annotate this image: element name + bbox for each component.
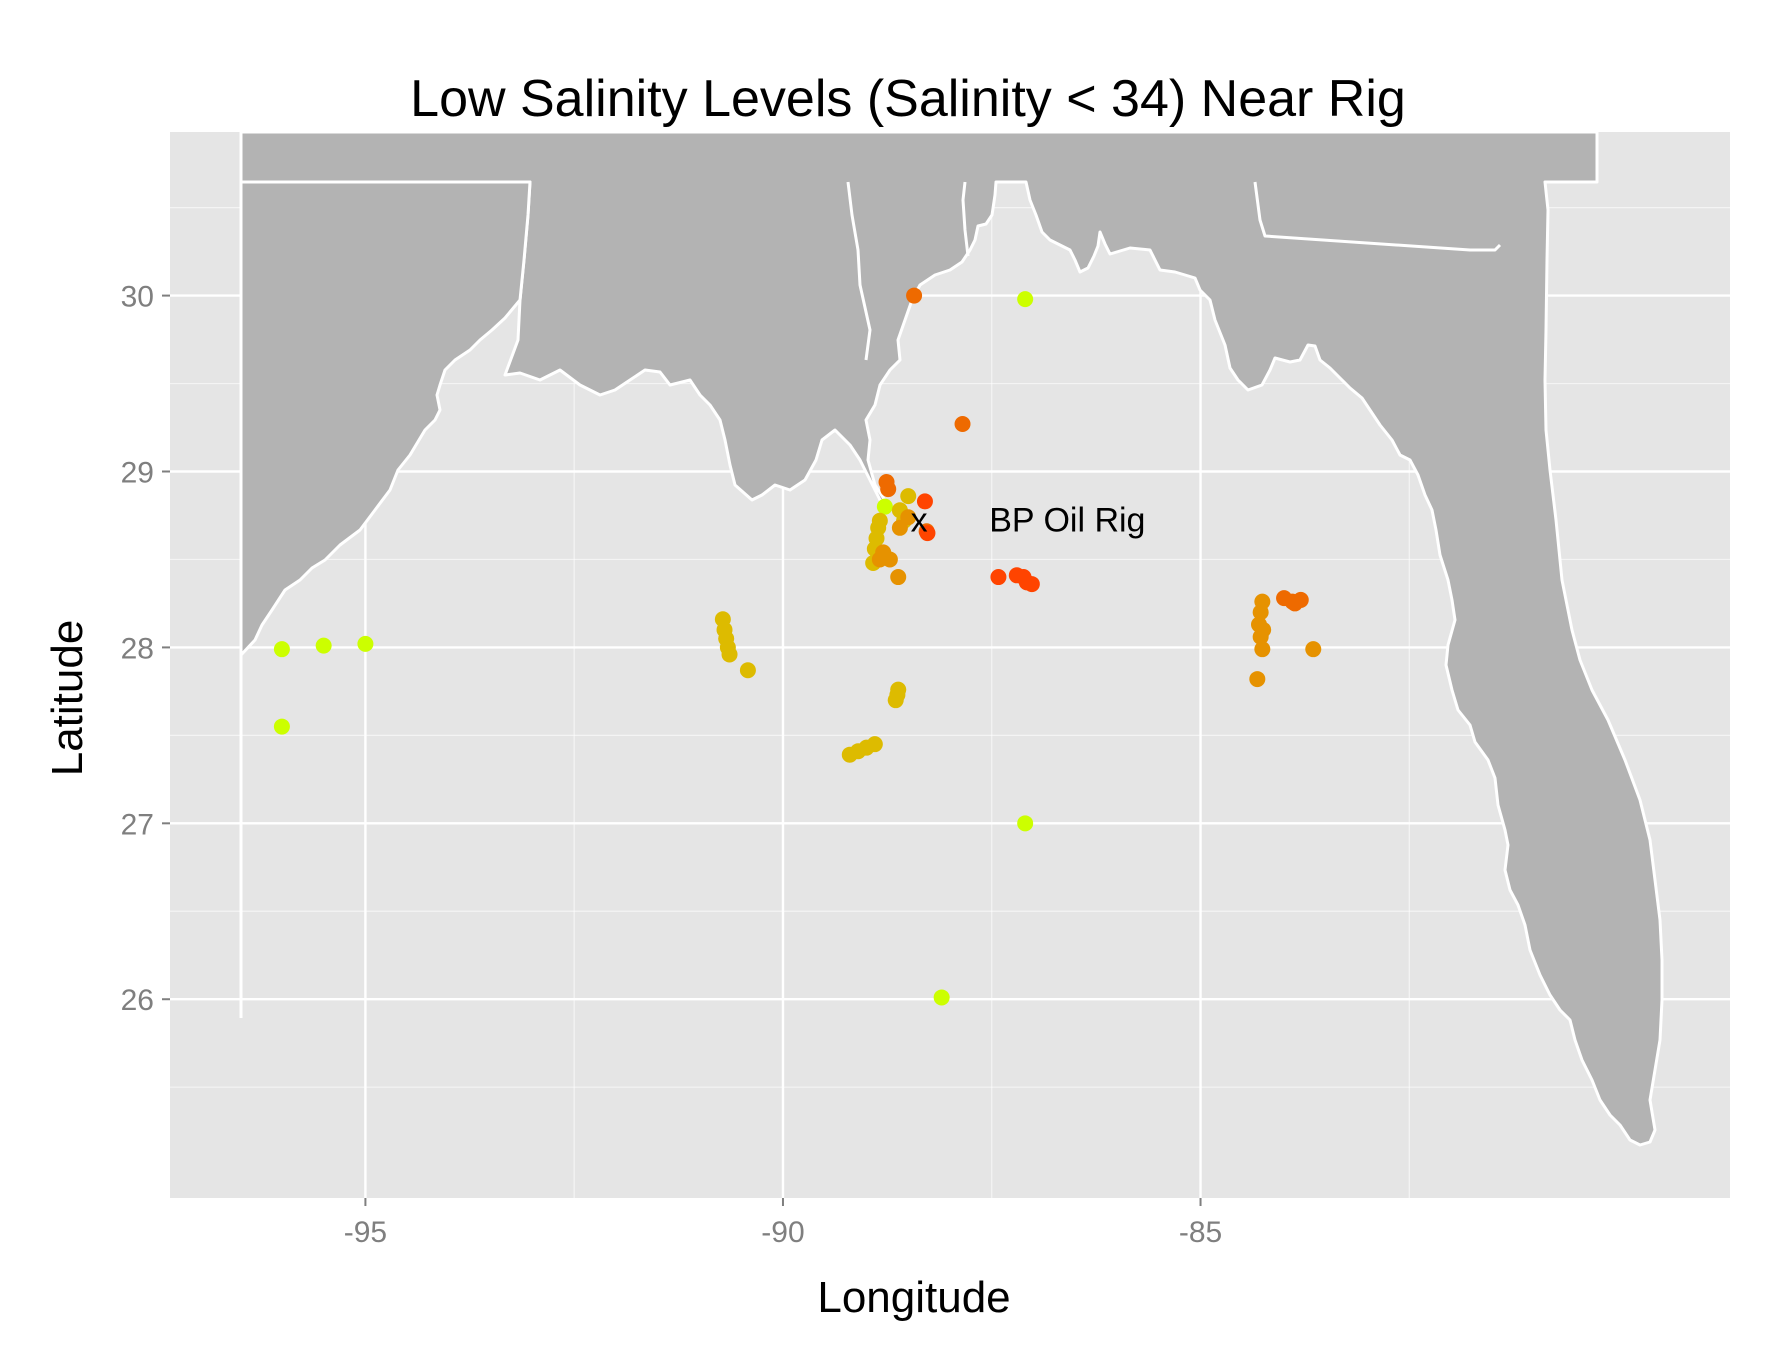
rig-label: BP Oil Rig — [989, 501, 1145, 539]
data-point — [357, 635, 374, 652]
data-points — [273, 287, 1322, 1006]
data-point — [1249, 671, 1266, 688]
x-axis: -95 -90 -85 — [344, 1198, 1222, 1249]
state-border-ms-al — [961, 181, 970, 257]
data-point — [1255, 621, 1272, 638]
land-masses — [239, 130, 1664, 1147]
y-tick-label: 27 — [121, 808, 154, 841]
data-point — [273, 718, 290, 735]
data-point — [880, 481, 897, 498]
data-point — [315, 637, 332, 654]
x-tick-label: -90 — [761, 1216, 804, 1249]
data-point — [1017, 291, 1034, 308]
state-border-la-ms — [846, 181, 872, 361]
x-axis-title: Longitude — [817, 1273, 1010, 1322]
data-point — [916, 493, 933, 510]
data-point — [1254, 593, 1271, 610]
data-point — [919, 525, 936, 542]
data-point — [906, 287, 923, 304]
data-point — [739, 662, 756, 679]
land-texas-south — [239, 180, 532, 657]
data-point — [871, 512, 888, 529]
y-tick-label: 30 — [121, 281, 154, 314]
data-point — [1305, 641, 1322, 658]
data-point — [1254, 641, 1271, 658]
state-border-al-fl — [1253, 181, 1502, 252]
data-point — [866, 736, 883, 753]
data-point — [933, 989, 950, 1006]
data-point — [900, 509, 917, 526]
y-tick-label: 29 — [121, 457, 154, 490]
land-texas-louisiana — [239, 130, 1664, 1147]
rig-marker: x — [911, 501, 928, 539]
data-point — [1286, 595, 1303, 612]
y-tick-label: 26 — [121, 984, 154, 1017]
x-tick-label: -85 — [1179, 1216, 1222, 1249]
x-tick-label: -95 — [344, 1216, 387, 1249]
y-axis: 26 27 28 29 30 — [121, 281, 170, 1017]
data-point — [721, 646, 738, 663]
data-point — [990, 569, 1007, 586]
data-point — [1023, 576, 1040, 593]
chart-title: Low Salinity Levels (Salinity < 34) Near… — [410, 70, 1406, 128]
data-point — [273, 641, 290, 658]
data-point — [871, 551, 888, 568]
y-axis-title: Latitude — [43, 620, 92, 777]
data-point — [900, 488, 917, 505]
data-point — [890, 681, 907, 698]
data-point — [876, 498, 893, 515]
y-tick-label: 28 — [121, 632, 154, 665]
data-point — [954, 416, 971, 433]
data-point — [890, 569, 907, 586]
data-point — [1017, 815, 1034, 832]
